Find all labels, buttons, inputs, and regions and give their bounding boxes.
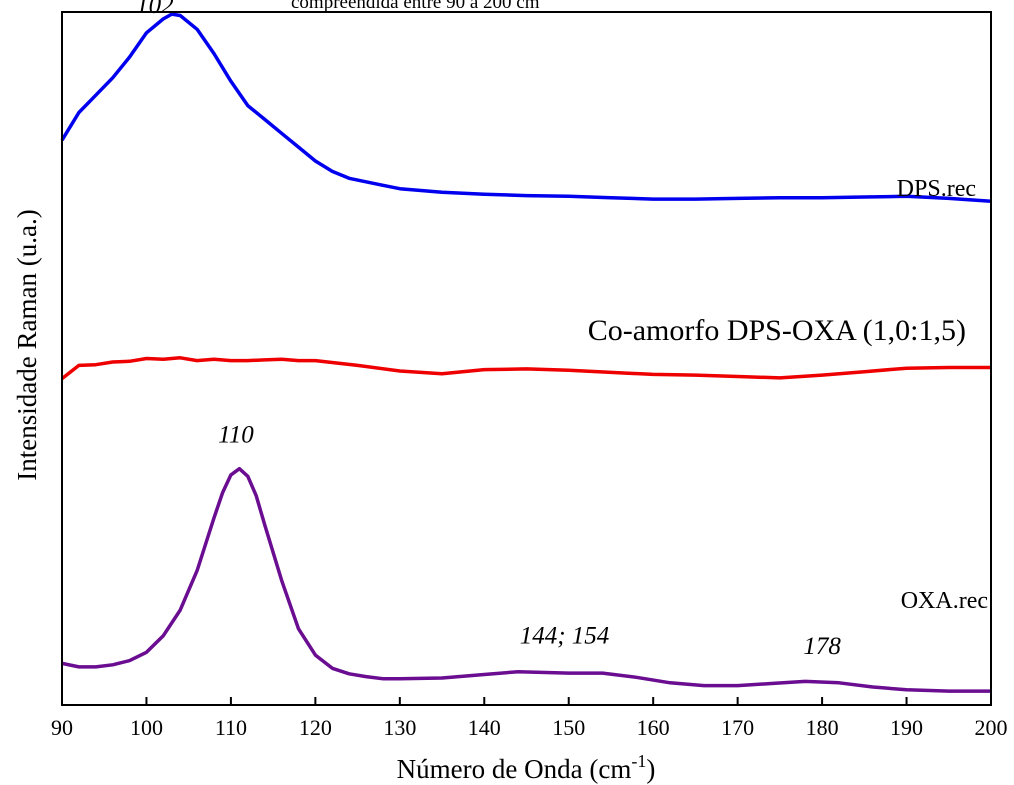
x-tick-label: 170	[721, 715, 754, 740]
plot-frame	[61, 11, 992, 706]
x-tick-label: 180	[806, 715, 839, 740]
x-axis-ticks: 90 100 110 120 130 140 150 160 170 180 190 200	[51, 697, 1008, 740]
x-tick-label: 90	[51, 715, 73, 740]
peak-annotation: 102	[136, 0, 174, 19]
x-tick-label: 160	[637, 715, 670, 740]
series-line-oxa-rec	[61, 466, 991, 693]
series-label-dps-rec: DPS.rec	[897, 176, 976, 202]
x-tick-label: 150	[552, 715, 585, 740]
x-axis-label-tail: )	[646, 754, 655, 784]
peak-annotation: 144; 154	[520, 623, 610, 650]
x-tick-label: 140	[468, 715, 501, 740]
y-axis-label: Intensidade Raman (u.a.)	[12, 209, 42, 480]
x-axis-label: Número de Onda (cm-1)	[397, 751, 656, 784]
chart-title-fragment: compreendida entre 90 a 200 cm	[291, 0, 540, 13]
series-label-oxa-rec: OXA.rec	[901, 588, 988, 614]
x-axis-label-main: Número de Onda (cm	[397, 754, 632, 784]
series-layer	[60, 12, 992, 693]
x-tick-label: 200	[975, 715, 1008, 740]
peak-annotation: 110	[218, 422, 254, 449]
x-tick-label: 100	[130, 715, 163, 740]
x-axis-label-superscript: -1	[631, 751, 646, 771]
x-tick-label: 120	[299, 715, 332, 740]
series-line-dps-rec	[60, 12, 992, 203]
peak-annotations: 102 110 144; 154 178	[136, 0, 841, 660]
x-tick-label: 110	[215, 715, 247, 740]
x-tick-label: 130	[383, 715, 416, 740]
peak-annotation: 178	[803, 633, 841, 660]
series-line-co-amorfo	[60, 356, 991, 380]
x-tick-label: 190	[890, 715, 923, 740]
series-label-co-amorfo: Co-amorfo DPS-OXA (1,0:1,5)	[588, 314, 966, 347]
